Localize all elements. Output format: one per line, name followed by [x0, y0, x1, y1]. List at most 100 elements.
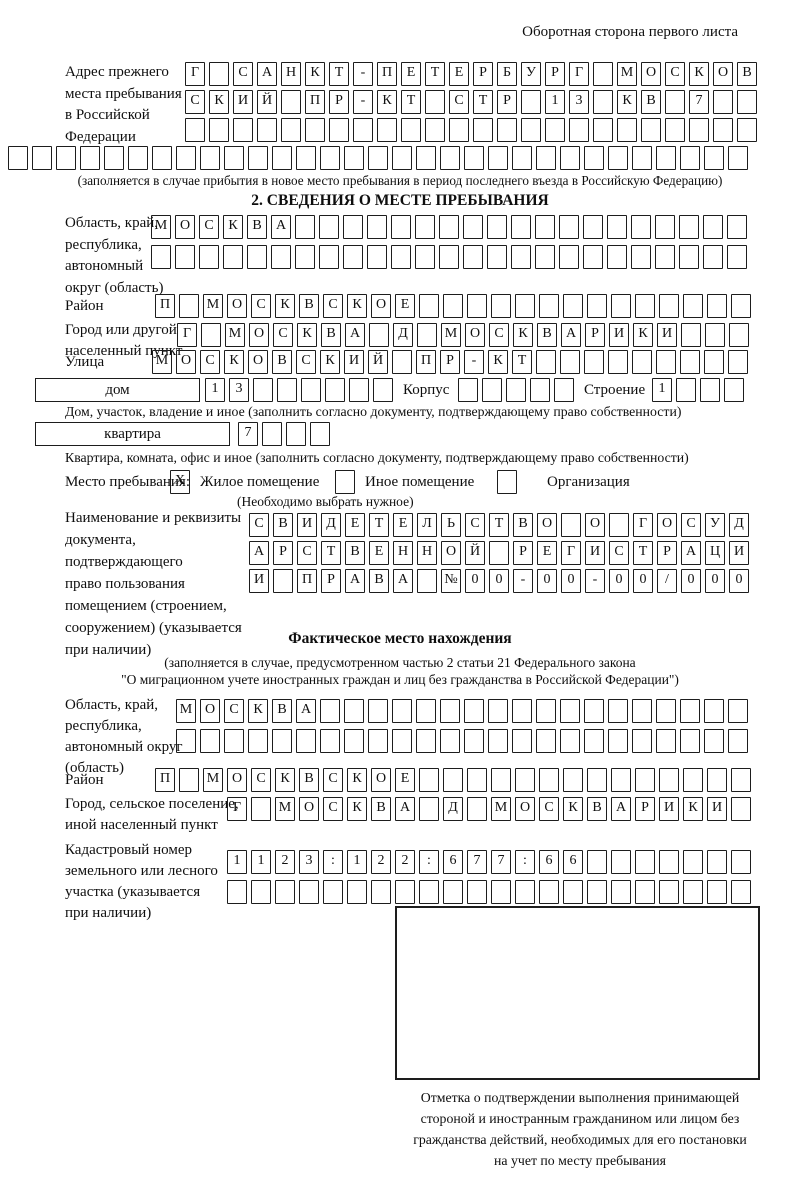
char-cell[interactable]	[391, 215, 411, 239]
char-cell[interactable]	[655, 245, 675, 269]
char-cell[interactable]: 0	[681, 569, 701, 593]
char-cell[interactable]: 0	[561, 569, 581, 593]
char-cell[interactable]: Д	[729, 513, 749, 537]
char-cell[interactable]: Р	[321, 569, 341, 593]
char-cell[interactable]	[200, 146, 220, 170]
checkbox-organization[interactable]	[497, 470, 521, 494]
char-cell[interactable]	[587, 294, 607, 318]
char-cell[interactable]: 2	[395, 850, 415, 874]
char-cell[interactable]	[371, 880, 391, 904]
char-cell[interactable]	[463, 215, 483, 239]
char-cell[interactable]: П	[377, 62, 397, 86]
char-cell[interactable]: П	[297, 569, 317, 593]
char-cell[interactable]: А	[345, 569, 365, 593]
char-cell[interactable]	[497, 470, 517, 494]
char-cell[interactable]	[539, 880, 559, 904]
char-cell[interactable]	[511, 245, 531, 269]
char-cell[interactable]	[440, 146, 460, 170]
char-cell[interactable]	[415, 215, 435, 239]
char-cell[interactable]: К	[633, 323, 653, 347]
char-cell[interactable]	[419, 797, 439, 821]
char-cell[interactable]	[323, 880, 343, 904]
char-cell[interactable]	[344, 699, 364, 723]
char-cell[interactable]	[458, 378, 478, 402]
char-cell[interactable]: Е	[395, 768, 415, 792]
char-cell[interactable]	[415, 245, 435, 269]
char-cell[interactable]	[200, 729, 220, 753]
char-cell[interactable]: 1	[652, 378, 672, 402]
char-cell[interactable]: 7	[491, 850, 511, 874]
char-cell[interactable]: А	[271, 215, 291, 239]
char-cell[interactable]	[656, 146, 676, 170]
char-cell[interactable]	[560, 699, 580, 723]
char-cell[interactable]	[512, 699, 532, 723]
char-cell[interactable]: 6	[443, 850, 463, 874]
char-cell[interactable]: С	[539, 797, 559, 821]
char-cell[interactable]: Т	[633, 541, 653, 565]
char-cell[interactable]	[707, 850, 727, 874]
char-cell[interactable]	[353, 118, 373, 142]
char-cell[interactable]: К	[248, 699, 268, 723]
char-cell[interactable]	[632, 146, 652, 170]
char-cell[interactable]: М	[617, 62, 637, 86]
char-cell[interactable]	[271, 245, 291, 269]
char-cell[interactable]: А	[611, 797, 631, 821]
char-cell[interactable]	[632, 699, 652, 723]
char-cell[interactable]	[248, 729, 268, 753]
char-cell[interactable]: О	[537, 513, 557, 537]
char-cell[interactable]: К	[377, 90, 397, 114]
char-cell[interactable]: Т	[329, 62, 349, 86]
char-cell[interactable]	[560, 729, 580, 753]
char-cell[interactable]	[727, 245, 747, 269]
char-cell[interactable]: К	[513, 323, 533, 347]
char-cell[interactable]: В	[299, 768, 319, 792]
char-cell[interactable]: Г	[569, 62, 589, 86]
char-cell[interactable]: А	[561, 323, 581, 347]
char-cell[interactable]	[152, 146, 172, 170]
char-cell[interactable]	[563, 294, 583, 318]
char-cell[interactable]	[728, 350, 748, 374]
char-cell[interactable]: В	[641, 90, 661, 114]
char-cell[interactable]	[584, 350, 604, 374]
char-cell[interactable]: О	[371, 294, 391, 318]
char-cell[interactable]: Й	[465, 541, 485, 565]
char-cell[interactable]	[535, 245, 555, 269]
char-cell[interactable]: И	[707, 797, 727, 821]
char-cell[interactable]	[275, 880, 295, 904]
char-cell[interactable]	[680, 729, 700, 753]
char-cell[interactable]: В	[247, 215, 267, 239]
char-cell[interactable]	[683, 850, 703, 874]
char-cell[interactable]	[179, 294, 199, 318]
char-cell[interactable]	[491, 880, 511, 904]
char-cell[interactable]	[559, 245, 579, 269]
char-cell[interactable]: 7	[689, 90, 709, 114]
char-cell[interactable]: Р	[473, 62, 493, 86]
char-cell[interactable]	[439, 215, 459, 239]
char-cell[interactable]: К	[689, 62, 709, 86]
char-cell[interactable]	[680, 699, 700, 723]
char-cell[interactable]	[611, 294, 631, 318]
char-cell[interactable]: О	[713, 62, 733, 86]
char-cell[interactable]: А	[395, 797, 415, 821]
char-cell[interactable]: Д	[321, 513, 341, 537]
char-cell[interactable]: 3	[569, 90, 589, 114]
char-cell[interactable]	[392, 729, 412, 753]
char-cell[interactable]: Р	[273, 541, 293, 565]
char-cell[interactable]	[343, 245, 363, 269]
char-cell[interactable]	[707, 768, 727, 792]
stroenie-cells[interactable]: 1	[652, 378, 748, 402]
char-cell[interactable]: К	[223, 215, 243, 239]
char-cell[interactable]: Р	[513, 541, 533, 565]
char-cell[interactable]: -	[513, 569, 533, 593]
char-cell[interactable]	[680, 146, 700, 170]
char-cell[interactable]	[512, 729, 532, 753]
char-cell[interactable]	[295, 215, 315, 239]
char-cell[interactable]: С	[323, 797, 343, 821]
char-cell[interactable]	[473, 118, 493, 142]
char-cell[interactable]	[369, 323, 389, 347]
char-cell[interactable]	[583, 215, 603, 239]
char-cell[interactable]: О	[227, 768, 247, 792]
char-cell[interactable]	[515, 294, 535, 318]
